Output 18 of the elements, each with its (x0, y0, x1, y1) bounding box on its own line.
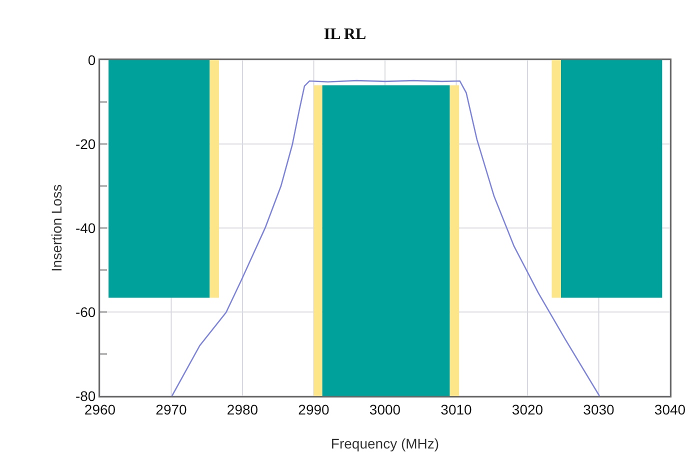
y-tick-label: -20 (75, 136, 96, 152)
x-tick-label: 3030 (583, 401, 615, 418)
y-tick-label: 0 (88, 52, 96, 68)
y-tick-label: -60 (75, 304, 96, 320)
chart-title: IL RL (324, 26, 366, 44)
y-tick-label: -40 (75, 220, 96, 236)
x-tick-label: 2980 (226, 401, 258, 418)
x-tick-label: 3010 (440, 401, 472, 418)
y-axis-title: Insertion Loss (48, 184, 64, 272)
x-tick-label: 3000 (369, 401, 401, 418)
x-tick-label: 2970 (156, 401, 188, 418)
x-tick-label: 3020 (512, 401, 544, 418)
x-tick-label: 2960 (84, 401, 116, 418)
y-tick-label: -80 (75, 388, 96, 404)
x-axis-title: Frequency (MHz) (330, 436, 440, 452)
x-tick-label: 2990 (298, 401, 330, 418)
x-tick-label: 3040 (654, 401, 686, 418)
line-series (171, 80, 600, 396)
